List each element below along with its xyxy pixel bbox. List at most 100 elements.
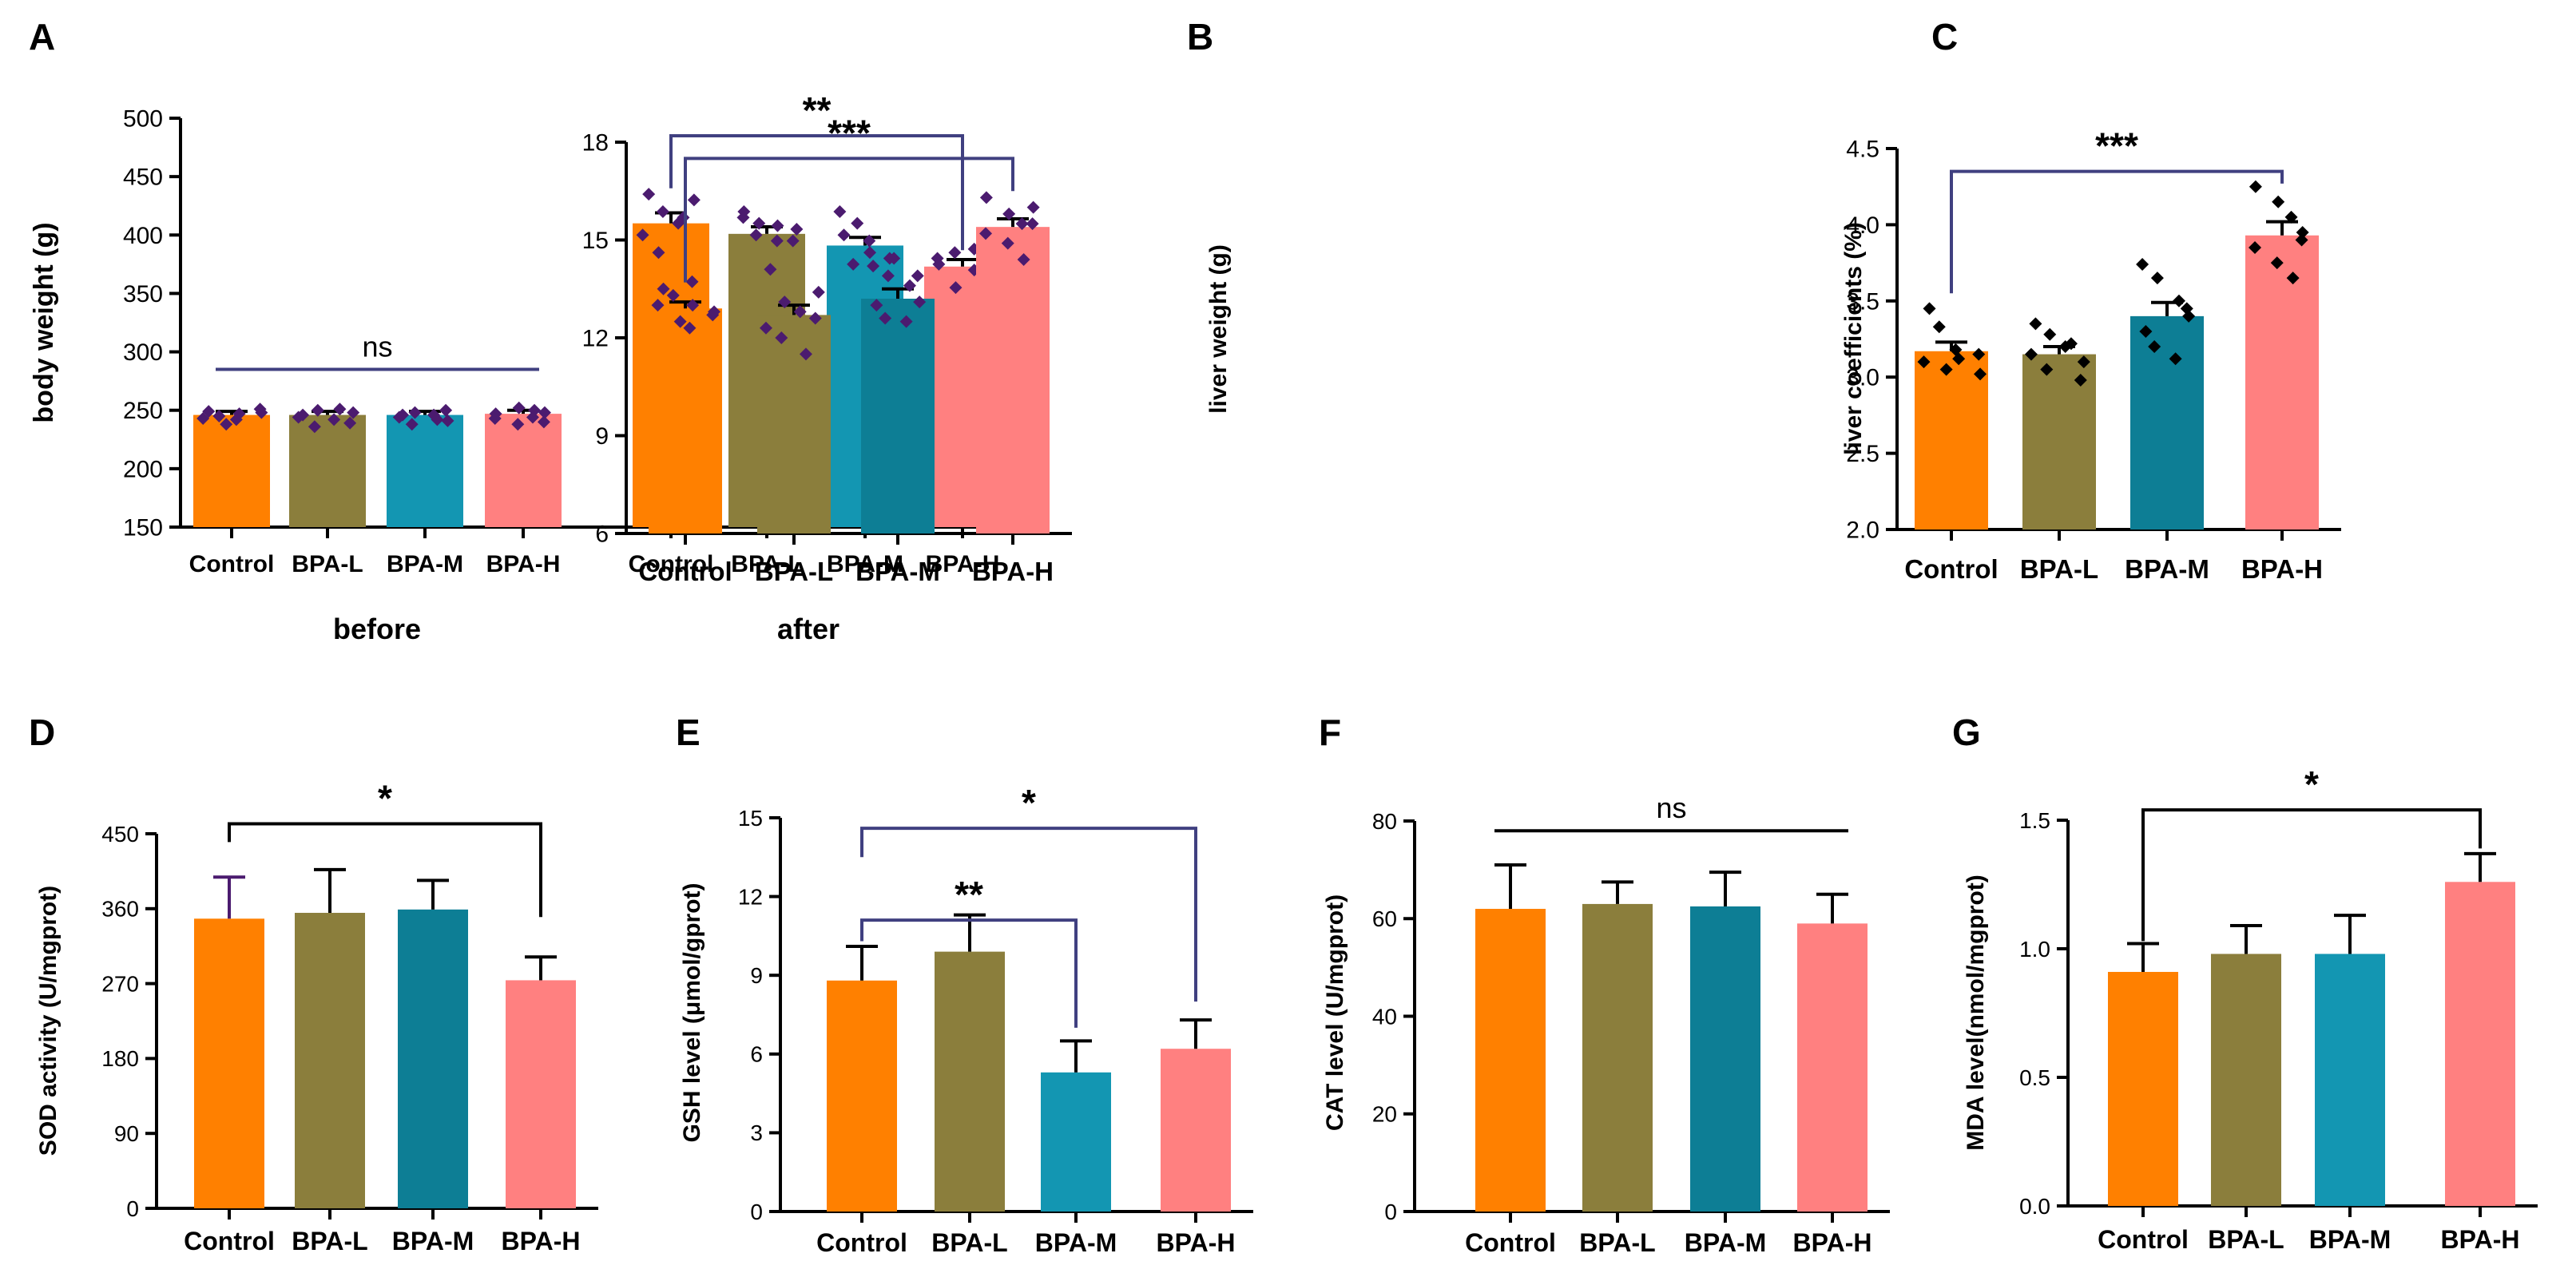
data-point <box>2139 324 2153 338</box>
x-tick-label: BPA-M <box>387 551 463 577</box>
significance-bracket <box>684 157 1014 283</box>
data-point <box>879 311 892 325</box>
data-point <box>833 205 847 219</box>
data-point <box>1972 347 1986 361</box>
data-point <box>2040 363 2054 376</box>
x-tick-label: BPA-L <box>292 551 363 577</box>
data-point <box>343 416 357 430</box>
y-tick-label: 15 <box>738 806 763 831</box>
data-point <box>799 347 812 361</box>
y-tick-label: 60 <box>1372 906 1397 931</box>
data-point <box>2077 355 2090 369</box>
x-tick-label: BPA-H <box>2441 1225 2520 1254</box>
x-tick-label: Control <box>638 557 732 586</box>
data-point <box>812 285 825 299</box>
bar-control <box>2108 971 2178 1206</box>
data-point <box>1974 367 1987 381</box>
significance-label: * <box>2304 763 2319 805</box>
y-tick-label: 250 <box>123 398 163 424</box>
bar-control <box>1475 909 1546 1212</box>
data-point <box>736 211 750 224</box>
data-point <box>652 246 665 260</box>
data-point <box>666 288 680 302</box>
y-tick-label: 15 <box>582 228 609 254</box>
bar-bpa-h <box>2445 882 2515 1206</box>
bar-bpa-l <box>2211 954 2281 1206</box>
data-point <box>538 406 551 419</box>
bar-bpa-m <box>1690 906 1760 1212</box>
data-point <box>255 406 268 419</box>
data-point <box>537 415 550 429</box>
data-point <box>2024 347 2038 361</box>
y-tick-label: 12 <box>738 884 763 909</box>
panel-D: D SOD activity (U/mgprot) 0 90 180 270 360 450 C… <box>29 712 598 1255</box>
data-point <box>196 411 210 425</box>
data-point <box>752 216 766 230</box>
panel-G: G MDA level(nmol/mgprot) 0.0 0.5 1.0 1.5 Contr… <box>1952 712 2538 1254</box>
significance-bracket <box>669 133 964 251</box>
data-point <box>292 410 305 424</box>
bar-bpa-h <box>1797 923 1868 1212</box>
x-tick-label: Control <box>1465 1228 1556 1257</box>
data-point <box>786 234 800 248</box>
data-point <box>656 205 669 219</box>
data-point <box>441 414 454 427</box>
data-point <box>867 260 880 273</box>
significance-bracket <box>860 918 1078 1028</box>
panel-label-G: G <box>1952 712 1981 753</box>
data-point <box>657 282 670 295</box>
data-point <box>749 228 763 242</box>
data-point <box>764 263 777 276</box>
bar-bpa-m <box>2315 954 2385 1206</box>
data-point <box>528 403 542 417</box>
y-tick-label: 450 <box>123 165 163 191</box>
y-tick-label: 6 <box>595 522 609 548</box>
x-tick-label: BPA-L <box>292 1227 367 1255</box>
data-point <box>948 246 962 260</box>
data-point <box>2272 195 2285 208</box>
data-point <box>1017 253 1030 266</box>
y-tick-label: 18 <box>582 130 609 157</box>
data-point <box>327 413 341 426</box>
data-point <box>1015 217 1029 231</box>
data-point <box>2029 317 2042 331</box>
data-point <box>2150 272 2164 285</box>
significance-label: *** <box>828 112 871 153</box>
data-point <box>979 227 993 240</box>
bar-control <box>649 308 722 533</box>
x-tick-label: Control <box>184 1227 275 1255</box>
significance-label: ns <box>362 331 392 363</box>
data-point <box>333 403 347 416</box>
data-point <box>870 299 883 312</box>
panel-label-C: C <box>1931 16 1958 58</box>
data-point <box>1002 207 1016 220</box>
data-point <box>759 321 772 335</box>
group-label-after: after <box>777 613 839 645</box>
bar-bpa-l <box>289 414 366 527</box>
data-point <box>427 408 441 422</box>
panel-E: E GSH level (μmol/gprot) 0 3 6 9 12 15 Control BP… <box>676 712 1253 1257</box>
data-point <box>863 246 877 260</box>
significance-bracket <box>2141 808 2482 942</box>
data-point <box>511 418 525 431</box>
data-point <box>683 321 697 335</box>
x-tick-label: BPA-L <box>755 557 833 586</box>
x-tick-label: BPA-L <box>931 1228 1007 1257</box>
data-point <box>651 299 665 312</box>
x-tick-label: BPA-L <box>2208 1225 2284 1254</box>
data-point <box>2249 180 2262 193</box>
panel-label-E: E <box>676 712 701 753</box>
data-point <box>1949 343 1963 356</box>
data-point <box>913 295 927 309</box>
data-point <box>1939 363 1953 376</box>
y-tick-label: 180 <box>101 1046 139 1071</box>
y-tick-label: 4.5 <box>1846 137 1879 163</box>
data-point <box>863 234 876 248</box>
data-point <box>979 191 993 204</box>
bar-bpa-l <box>757 315 831 533</box>
data-point <box>636 228 649 242</box>
data-point <box>2148 340 2161 354</box>
y-tick-label: 0.0 <box>2019 1194 2050 1219</box>
bar-bpa-h <box>506 980 576 1208</box>
data-point <box>708 305 721 319</box>
